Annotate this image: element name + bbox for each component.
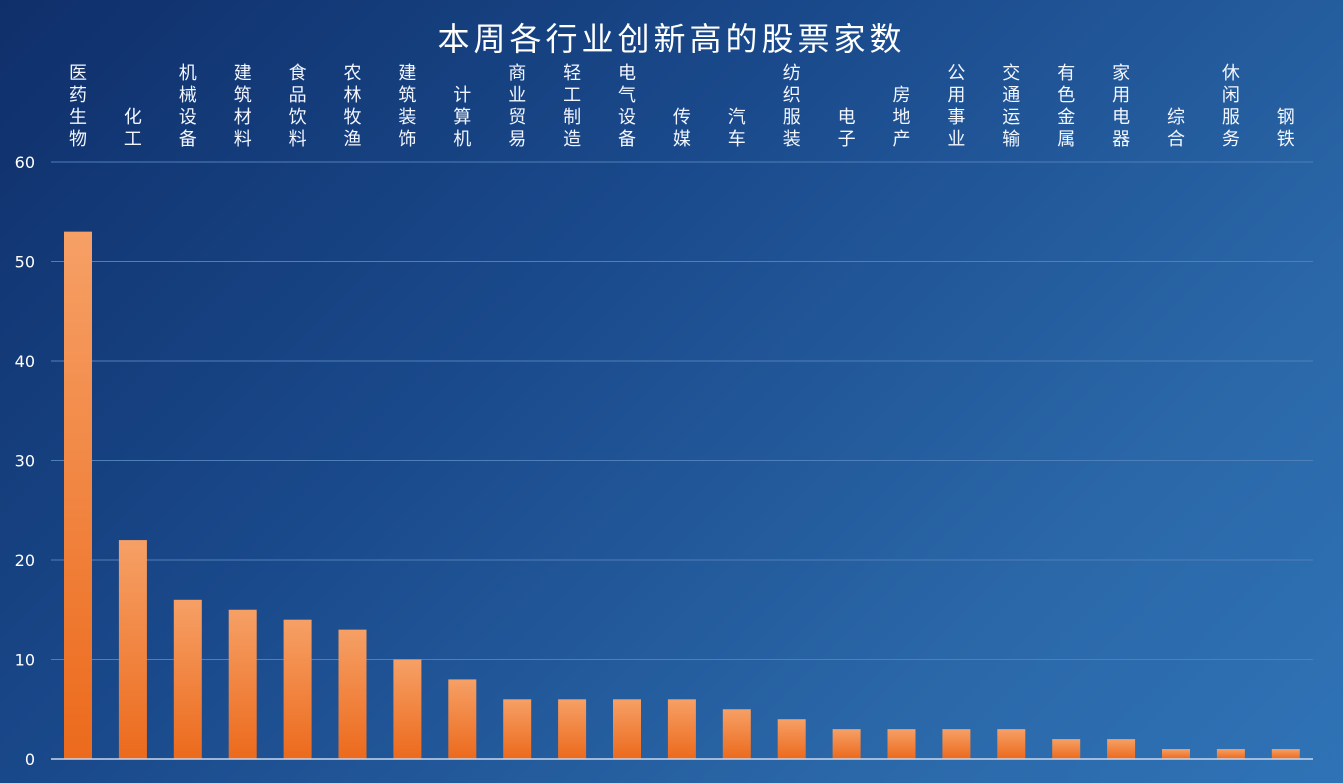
category-label: 电子 [838, 107, 856, 150]
bar [503, 699, 532, 759]
chart-title: 本周各行业创新高的股票家数 [437, 20, 906, 58]
category-label: 汽车 [728, 107, 746, 150]
category-label: 房地产 [893, 85, 911, 150]
bar [1162, 749, 1190, 759]
category-label: 农林牧渔 [344, 63, 362, 150]
bar [283, 619, 312, 759]
bar [118, 540, 147, 759]
category-label: 计算机 [453, 85, 471, 150]
category-label: 家用电器 [1112, 63, 1130, 150]
bar [777, 719, 806, 759]
category-label: 钢铁 [1277, 107, 1295, 150]
category-label: 食品饮料 [289, 63, 307, 150]
bar [722, 709, 751, 759]
y-axis-ticks: 0 10 20 30 40 50 60 [15, 153, 35, 769]
bar [338, 629, 367, 759]
category-label: 化工 [124, 107, 142, 150]
bar [558, 699, 587, 759]
y-tick-label: 50 [15, 253, 35, 272]
category-label: 综合 [1167, 107, 1185, 150]
bar [228, 609, 257, 759]
y-tick-label: 0 [25, 750, 35, 769]
bar [997, 729, 1026, 759]
y-tick-label: 60 [15, 153, 35, 172]
y-tick-label: 20 [15, 551, 35, 570]
category-label: 商业贸易 [508, 63, 526, 150]
category-label: 休闲服务 [1222, 63, 1240, 150]
bar [1052, 739, 1081, 759]
category-label: 公用事业 [947, 63, 965, 150]
bar [942, 729, 971, 759]
bars [64, 231, 1300, 759]
category-label: 建筑材料 [234, 63, 252, 150]
category-label: 交通运输 [1002, 63, 1020, 150]
category-label: 电气设备 [618, 63, 636, 150]
bar [887, 729, 916, 759]
bar [173, 599, 202, 759]
category-label: 医药生物 [69, 63, 87, 150]
category-label: 轻工制造 [563, 63, 581, 150]
bar [667, 699, 696, 759]
bar [1271, 749, 1300, 759]
category-label: 纺织服装 [783, 63, 801, 150]
y-tick-label: 10 [15, 651, 35, 670]
bar [1216, 749, 1245, 759]
bar [1107, 739, 1136, 759]
category-label: 建筑装饰 [398, 63, 416, 150]
y-tick-label: 40 [15, 352, 35, 371]
y-tick-label: 30 [15, 452, 35, 471]
grid-lines [51, 161, 1313, 660]
bar [613, 699, 641, 759]
bar [64, 231, 92, 759]
bar [448, 679, 477, 759]
bar [832, 729, 861, 759]
category-label: 机械设备 [179, 63, 197, 150]
category-label: 传媒 [673, 107, 691, 150]
bar [393, 659, 422, 759]
category-label: 有色金属 [1057, 63, 1075, 150]
